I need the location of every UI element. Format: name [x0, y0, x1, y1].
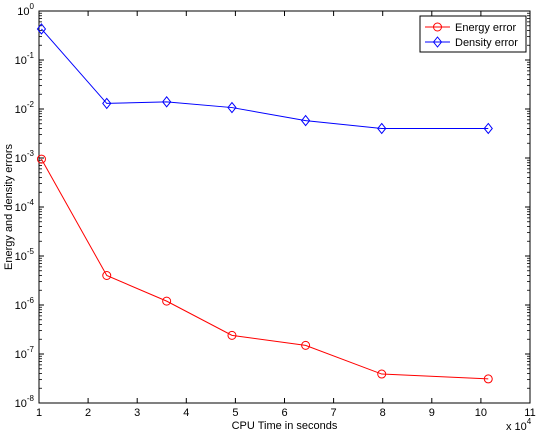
- data-point: [300, 114, 311, 127]
- legend-label: Energy error: [455, 22, 516, 34]
- x-tick-label: 10: [475, 407, 487, 419]
- x-tick-label: 5: [232, 407, 238, 419]
- x-tick-label: 8: [380, 407, 386, 419]
- data-point: [377, 369, 387, 379]
- series-line: [41, 158, 489, 380]
- x-multiplier-exponent: 4: [527, 417, 532, 426]
- x-tick-label: 9: [429, 407, 435, 419]
- y-tick-label: 10-5: [15, 247, 35, 263]
- x-tick-label: 4: [183, 407, 189, 419]
- x-multiplier-base: x 10: [506, 421, 527, 433]
- y-tick-label: 100: [17, 2, 34, 18]
- data-point: [227, 101, 237, 114]
- x-axis-multiplier: x 104: [506, 417, 532, 433]
- data-point: [162, 296, 172, 306]
- data-point: [102, 270, 112, 280]
- y-axis-label: Energy and density errors: [3, 144, 15, 270]
- legend: Energy error Density error: [419, 15, 527, 53]
- x-tick-label: 11: [524, 407, 535, 419]
- x-tick-label: 3: [134, 407, 140, 419]
- legend-marker: [432, 36, 443, 48]
- y-tick-label: 10-8: [15, 394, 35, 410]
- legend-label: Density error: [455, 37, 518, 49]
- legend-marker: [433, 22, 442, 32]
- x-tick-label: 6: [281, 407, 287, 419]
- y-tick-label: 10-7: [15, 345, 35, 361]
- y-tick-label: 10-1: [15, 51, 35, 67]
- data-point: [483, 122, 493, 135]
- series-line: [41, 28, 489, 129]
- legend-item: Energy error: [425, 22, 516, 34]
- legend-item: Density error: [425, 36, 518, 49]
- y-tick-label: 10-3: [15, 149, 35, 165]
- x-tick-label: 1: [36, 407, 42, 419]
- y-tick-label: 10-2: [15, 100, 35, 116]
- x-tick-label: 7: [331, 407, 337, 419]
- y-tick-label: 10-4: [15, 198, 35, 214]
- series-density-error: [36, 23, 493, 135]
- data-point: [301, 340, 311, 350]
- x-axis-label: CPU Time in seconds: [232, 420, 338, 432]
- data-point: [36, 154, 46, 164]
- series-layer: [36, 23, 493, 384]
- data-point: [227, 330, 237, 340]
- data-point: [36, 23, 47, 35]
- data-point: [377, 122, 387, 135]
- y-axis: 10-8 10-7 10-6 10-5 10-4 10-3 10-2 10-1 100: [15, 2, 530, 410]
- data-point: [102, 97, 112, 110]
- data-point: [162, 96, 172, 108]
- data-point: [483, 374, 493, 384]
- x-tick-label: 2: [85, 407, 91, 419]
- series-energy-error: [36, 154, 493, 384]
- plot-area: [38, 10, 531, 404]
- y-tick-label: 10-6: [15, 296, 35, 312]
- x-axis: 1 2 3 4 5 6 7 8 9 10 11: [36, 11, 536, 419]
